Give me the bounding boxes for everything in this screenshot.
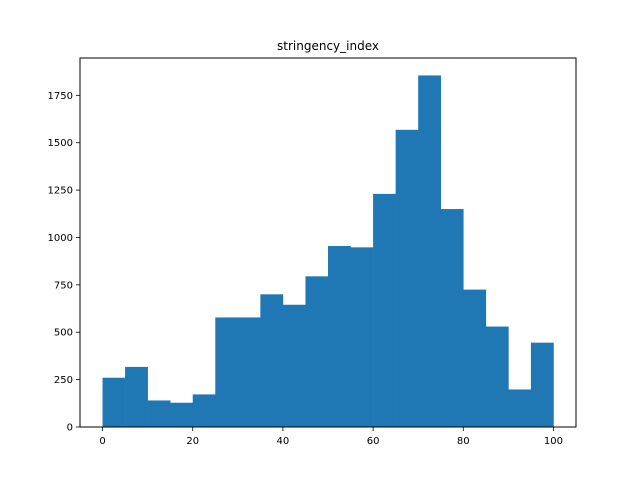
x-tick-label: 100 xyxy=(544,436,563,447)
y-tick-label: 1250 xyxy=(48,186,73,197)
histogram-bar xyxy=(260,294,284,427)
histogram-bar xyxy=(508,389,532,427)
histogram-bar xyxy=(463,289,487,427)
histogram-bar xyxy=(328,246,351,427)
histogram-bar xyxy=(395,129,419,427)
x-tick-label: 40 xyxy=(277,436,290,447)
histogram-bar xyxy=(485,326,509,427)
histogram-bar xyxy=(305,276,329,427)
x-tick-label: 0 xyxy=(99,436,105,447)
histogram-bar xyxy=(530,342,554,427)
histogram-bar xyxy=(192,394,216,427)
y-tick-label: 1500 xyxy=(48,138,73,149)
x-tick-label: 60 xyxy=(367,436,380,447)
bars-group xyxy=(102,75,554,427)
histogram-bar xyxy=(237,317,261,427)
histogram-bar xyxy=(170,402,194,427)
chart-title: stringency_index xyxy=(277,39,379,53)
y-tick-label: 750 xyxy=(54,280,73,291)
y-tick-label: 0 xyxy=(67,423,73,434)
histogram-bar xyxy=(440,209,464,427)
y-tick-label: 500 xyxy=(54,328,73,339)
y-axis-ticks: 0 250 500 750 1000 1250 1500 1750 xyxy=(48,91,80,434)
x-tick-label: 20 xyxy=(186,436,199,447)
histogram-bar xyxy=(125,366,148,427)
histogram-bar xyxy=(373,193,396,427)
histogram-bar xyxy=(418,75,442,427)
y-tick-label: 1000 xyxy=(48,233,73,244)
histogram-bar xyxy=(102,377,126,427)
histogram-bar xyxy=(215,317,239,427)
x-tick-label: 80 xyxy=(457,436,470,447)
histogram-bar xyxy=(147,400,171,427)
plot-frame xyxy=(79,57,577,428)
histogram-bar xyxy=(350,247,374,427)
histogram-bar xyxy=(282,304,306,427)
x-axis-ticks: 0 20 40 60 80 100 xyxy=(99,427,563,447)
y-tick-label: 250 xyxy=(54,375,73,386)
y-tick-label: 1750 xyxy=(48,91,73,102)
